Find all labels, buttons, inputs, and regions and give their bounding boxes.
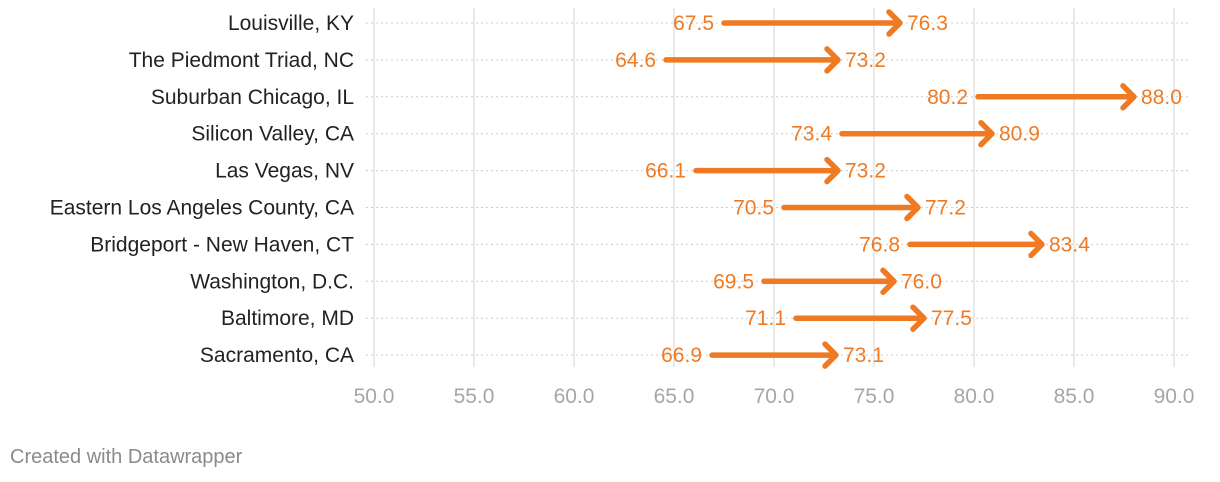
row-guide-lines [366, 22, 1190, 356]
gridlines [373, 8, 1175, 368]
start-value-label: 70.5 [733, 197, 774, 220]
arrow-chart: 50.0 55.0 60.0 65.0 70.0 75.0 80.0 85.0 90.0 Lou… [50, 8, 1195, 408]
arrow-head [1028, 230, 1045, 259]
start-value-label: 69.5 [713, 270, 754, 293]
category-label: Silicon Valley, CA [191, 123, 354, 146]
end-value-label: 83.4 [1049, 233, 1090, 256]
start-value-label: 67.5 [673, 12, 714, 35]
end-value-label: 76.3 [907, 12, 948, 35]
end-value-label: 77.2 [925, 197, 966, 220]
end-value-label: 80.9 [999, 123, 1040, 146]
arrow-head [910, 304, 927, 332]
end-value-label: 73.2 [845, 49, 886, 72]
category-label: Washington, D.C. [190, 270, 354, 293]
x-tick-label: 50.0 [354, 385, 395, 408]
category-label: Suburban Chicago, IL [151, 86, 354, 109]
start-value-label: 66.1 [645, 160, 686, 183]
end-value-label: 88.0 [1141, 86, 1182, 109]
arrow-head [886, 9, 903, 37]
category-label: The Piedmont Triad, NC [129, 49, 354, 72]
x-tick-label: 70.0 [754, 385, 795, 408]
arrow-head [880, 267, 897, 296]
end-value-label: 73.1 [843, 344, 884, 367]
category-label: Las Vegas, NV [215, 160, 354, 183]
start-value-label: 66.9 [661, 344, 702, 367]
x-tick-label: 55.0 [454, 385, 495, 408]
arrow-head [904, 193, 921, 222]
arrow-head [978, 119, 995, 148]
arrow-head [824, 156, 841, 185]
arrow-head [824, 46, 841, 74]
end-value-label: 76.0 [901, 270, 942, 293]
footer-credit: Created with Datawrapper [10, 446, 243, 468]
x-tick-label: 90.0 [1154, 385, 1195, 408]
start-value-label: 73.4 [791, 123, 832, 146]
start-value-label: 76.8 [859, 233, 900, 256]
start-value-label: 80.2 [927, 86, 968, 109]
arrow-head [1120, 83, 1137, 111]
x-tick-label: 60.0 [554, 385, 595, 408]
x-tick-label: 65.0 [654, 385, 695, 408]
arrows [663, 9, 1137, 369]
x-tick-label: 75.0 [854, 385, 895, 408]
category-label: Eastern Los Angeles County, CA [50, 197, 354, 220]
category-label: Baltimore, MD [221, 307, 354, 330]
arrow-head [822, 341, 839, 369]
x-tick-label: 80.0 [954, 385, 995, 408]
category-labels: Louisville, KY The Piedmont Triad, NC Subu… [50, 12, 354, 367]
start-value-label: 64.6 [615, 49, 656, 72]
value-labels: 67.5 76.3 64.6 73.2 80.2 88.0 73.4 80.9 66.1 73.2… [615, 12, 1182, 367]
category-label: Sacramento, CA [200, 344, 354, 367]
end-value-label: 77.5 [931, 307, 972, 330]
end-value-label: 73.2 [845, 160, 886, 183]
category-label: Louisville, KY [228, 12, 354, 35]
category-label: Bridgeport - New Haven, CT [90, 233, 354, 256]
x-tick-label: 85.0 [1054, 385, 1095, 408]
start-value-label: 71.1 [745, 307, 786, 330]
x-axis-ticks: 50.0 55.0 60.0 65.0 70.0 75.0 80.0 85.0 90.0 [354, 385, 1195, 408]
